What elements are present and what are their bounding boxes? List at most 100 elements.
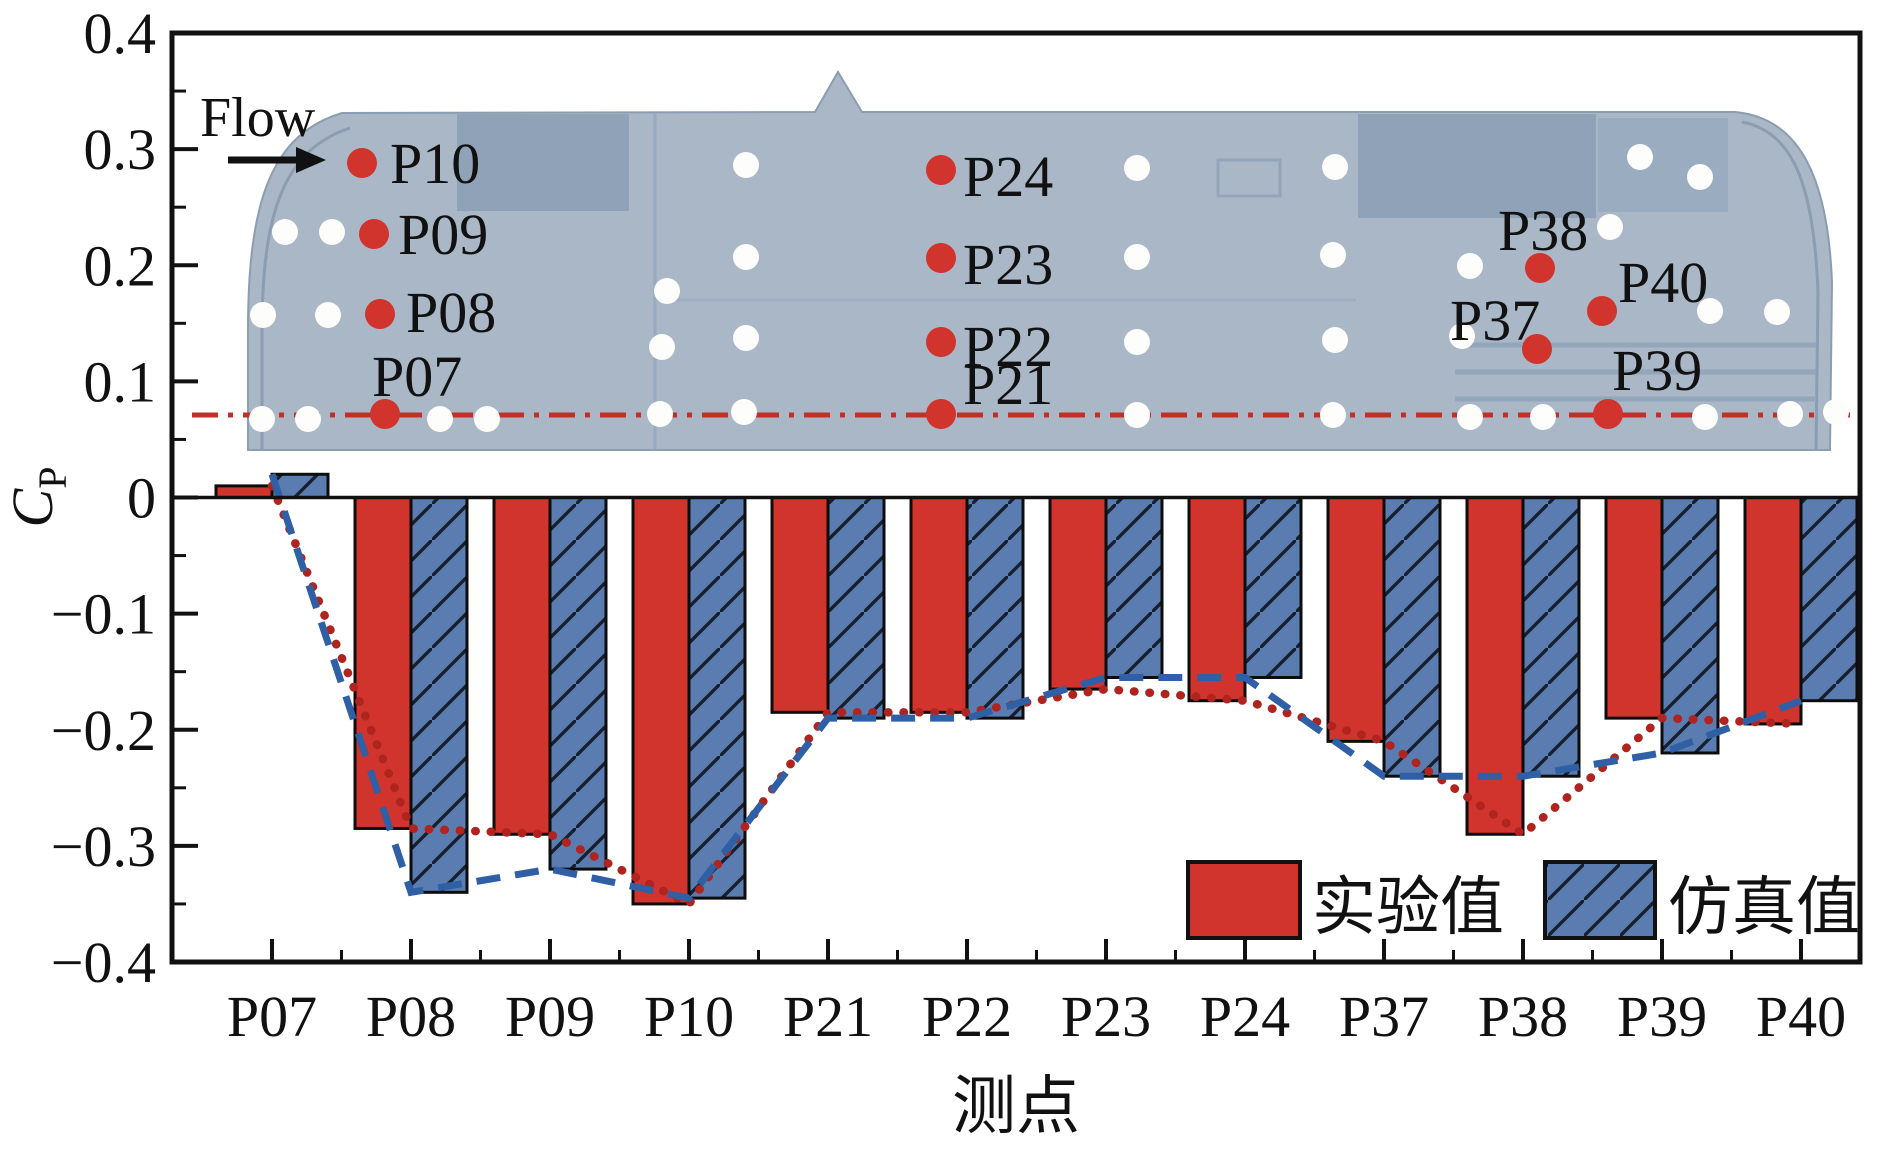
legend-swatch-experimental	[1186, 860, 1302, 940]
y-tick-label: −0.3	[51, 814, 156, 879]
pressure-tap-dot	[272, 219, 298, 245]
pressure-tap-dot	[1697, 298, 1723, 324]
pressure-tap-dot	[474, 406, 500, 432]
measurement-point-P37-label: P37	[1450, 288, 1540, 353]
legend-label-simulation: 仿真值	[1668, 872, 1860, 943]
measurement-point-P08-dot	[365, 299, 395, 329]
bar-experimental-P24	[1187, 496, 1247, 703]
bar-simulation-P23	[1104, 496, 1164, 679]
pressure-tap-dot	[1124, 329, 1150, 355]
pressure-tap-dot	[731, 399, 757, 425]
pressure-tap-dot	[1457, 404, 1483, 430]
experimental-trend-line	[267, 481, 1806, 910]
x-axis-title: 测点	[952, 1071, 1080, 1142]
bar-simulation-P10	[687, 496, 747, 900]
pressure-tap-dot	[1320, 402, 1346, 428]
measurement-point-P23-dot	[926, 243, 956, 273]
x-tick-label-P22: P22	[922, 984, 1012, 1049]
bar-experimental-P39	[1604, 496, 1664, 720]
bar-experimental-P08	[353, 496, 413, 830]
bar-simulation-P08	[409, 496, 469, 894]
panel-detail	[1216, 158, 1282, 198]
pressure-tap-dot	[1449, 323, 1475, 349]
measurement-point-P07-dot	[370, 399, 400, 429]
x-tick-label-P09: P09	[505, 984, 595, 1049]
measurement-point-P22-label: P22	[963, 314, 1053, 379]
measurement-point-P07-label: P07	[372, 344, 462, 409]
pressure-taps	[249, 144, 1849, 432]
measurement-point-P38-dot	[1525, 253, 1555, 283]
measurement-point-P39-label: P39	[1612, 338, 1702, 403]
x-tick-label-P21: P21	[783, 984, 873, 1049]
pressure-tap-dot	[1124, 155, 1150, 181]
bar-simulation-P38	[1521, 496, 1581, 778]
bar-experimental-P10	[631, 496, 691, 906]
measurement-point-P10-dot	[347, 148, 377, 178]
x-tick-label-P38: P38	[1478, 984, 1568, 1049]
car-rear-inner-line	[1741, 120, 1820, 451]
measurement-point-P24-label: P24	[963, 144, 1053, 209]
y-tick-label: 0.1	[84, 349, 157, 414]
x-tick-label-P40: P40	[1756, 984, 1846, 1049]
pressure-tap-dot	[733, 152, 759, 178]
measurement-point-P39-dot	[1593, 399, 1623, 429]
y-tick-label: 0.2	[84, 233, 157, 298]
pressure-tap-dot	[1777, 401, 1803, 427]
measurement-point-P22-dot	[926, 327, 956, 357]
measurement-point-P09-label: P09	[398, 202, 488, 267]
plot-frame	[169, 30, 1863, 965]
bar-simulation-P22	[965, 496, 1025, 720]
bar-experimental-P09	[492, 496, 552, 836]
x-tick-label-P37: P37	[1339, 984, 1429, 1049]
measurement-point-P10-label: P10	[390, 131, 480, 196]
bar-experimental-P37	[1326, 496, 1386, 743]
pressure-tap-dot	[295, 406, 321, 432]
pressure-tap-dot	[1764, 299, 1790, 325]
y-tick-label: −0.2	[51, 698, 156, 763]
pressure-tap-dot	[1457, 253, 1483, 279]
x-tick-label-P24: P24	[1200, 984, 1290, 1049]
pressure-tap-dot	[1823, 399, 1849, 425]
x-tick-label-P10: P10	[644, 984, 734, 1049]
pressure-tap-dot	[654, 278, 680, 304]
bar-experimental-P23	[1048, 496, 1108, 691]
pressure-tap-dot	[733, 244, 759, 270]
bar-simulation-P37	[1382, 496, 1442, 778]
x-tick-label-P39: P39	[1617, 984, 1707, 1049]
bar-simulation-P39	[1660, 496, 1720, 755]
legend: 实验值 仿真值	[1186, 860, 1860, 943]
bar-experimental-P22	[909, 496, 969, 714]
flow-label: Flow	[200, 87, 316, 149]
bar-experimental-P38	[1465, 496, 1525, 836]
x-tick-label-P07: P07	[227, 984, 317, 1049]
y-tick-label: 0	[127, 466, 156, 531]
y-tick-label: 0.3	[84, 117, 157, 182]
pressure-tap-dot	[733, 325, 759, 351]
simulation-trend-line	[268, 473, 1803, 903]
rear-wheel-housing	[1358, 114, 1596, 218]
pressure-tap-dot	[427, 406, 453, 432]
pressure-tap-dot	[1320, 242, 1346, 268]
measurement-point-P40-label: P40	[1618, 250, 1708, 315]
pressure-tap-dot	[1687, 164, 1713, 190]
y-tick-label: −0.1	[51, 582, 156, 647]
pressure-tap-dot	[1597, 214, 1623, 240]
measurement-point-P23-label: P23	[963, 232, 1053, 297]
pressure-tap-dot	[319, 219, 345, 245]
bar-simulation-P21	[826, 496, 886, 720]
pressure-tap-dot	[250, 302, 276, 328]
y-axis-title: CP	[0, 467, 75, 528]
measurement-point-P08-label: P08	[406, 280, 496, 345]
pressure-tap-dot	[647, 401, 673, 427]
pressure-tap-dot	[315, 302, 341, 328]
bar-simulation-P40	[1799, 496, 1859, 703]
measurement-point-P21-label: P21	[963, 352, 1053, 417]
legend-swatch-simulation	[1543, 860, 1657, 940]
pressure-tap-dot	[649, 334, 675, 360]
measurement-point-P24-dot	[926, 155, 956, 185]
